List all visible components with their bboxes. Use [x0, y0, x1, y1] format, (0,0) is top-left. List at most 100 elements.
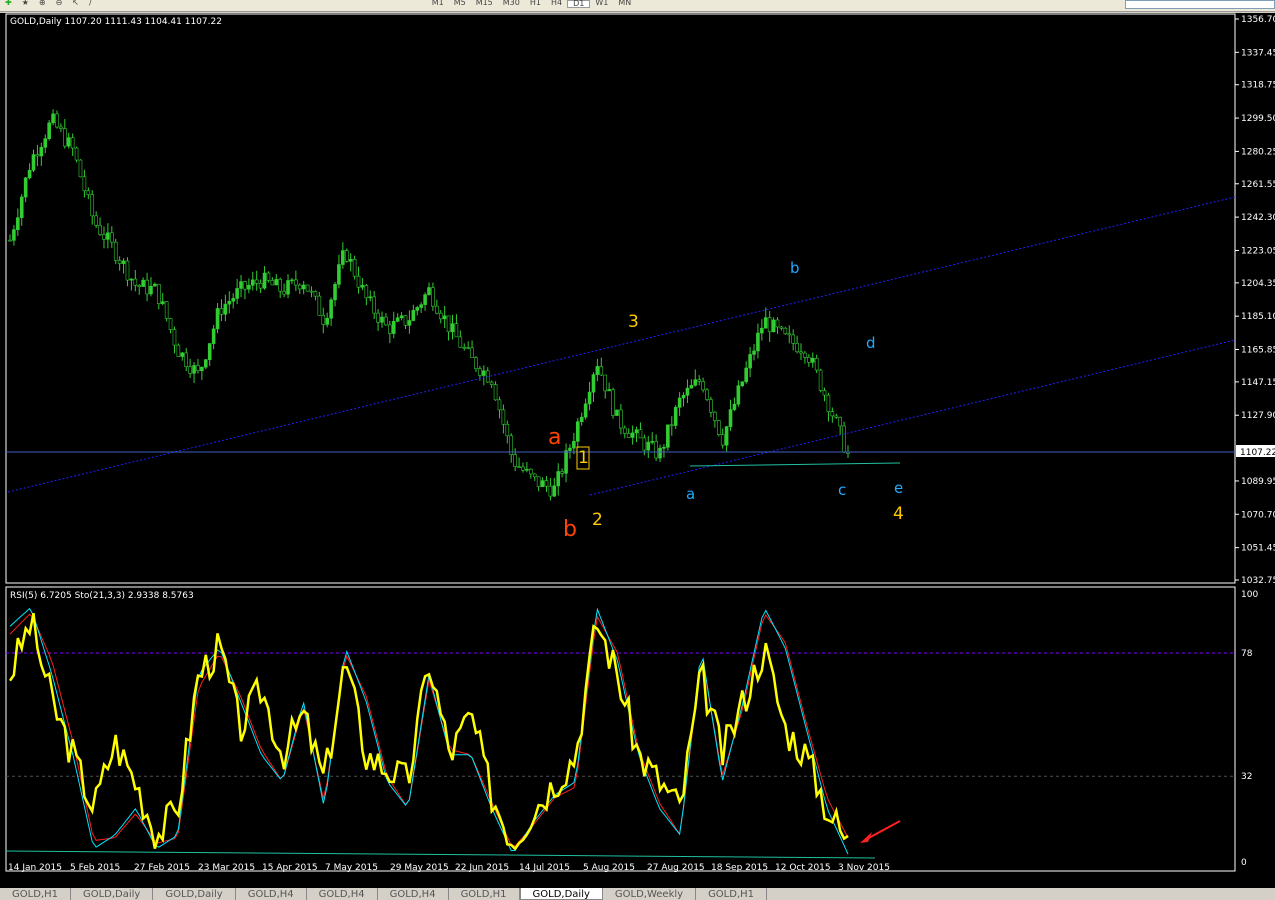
candle-body — [482, 370, 486, 376]
candle-body — [98, 224, 102, 235]
current-price-marker — [1236, 445, 1275, 457]
date-tick-label: 27 Feb 2015 — [134, 863, 190, 873]
candle-body — [184, 352, 189, 367]
candle-body — [662, 447, 666, 449]
date-tick-label: 18 Sep 2015 — [711, 863, 768, 873]
candle-body — [517, 466, 521, 468]
price-tick-label: 1261.55 — [1241, 180, 1275, 190]
chart-window[interactable]: 1356.70 1337.45 1318.75 1299.50 1280.25 1261.… — [0, 13, 1275, 888]
timeframe-m15[interactable]: M15 — [475, 0, 493, 7]
chart-tab[interactable]: GOLD,H4 — [236, 888, 307, 900]
candle-body — [431, 287, 435, 307]
cursor-icon[interactable]: ↖ — [72, 0, 79, 7]
zoom-in-icon[interactable]: ⊕ — [38, 0, 46, 7]
candle-body — [603, 374, 608, 392]
date-tick-label: 12 Oct 2015 — [775, 863, 831, 873]
timeframe-h1[interactable]: H1 — [529, 0, 541, 7]
wave-1-box — [576, 446, 590, 470]
candle-body — [450, 323, 455, 333]
candle-body — [744, 367, 748, 383]
candle-body — [301, 284, 306, 290]
candle-body — [368, 296, 373, 299]
candle-body — [411, 310, 416, 321]
candle-body — [677, 397, 682, 408]
candle-body — [278, 279, 282, 292]
candle-body — [654, 441, 658, 459]
candle-body — [380, 316, 384, 323]
candle-body — [141, 279, 145, 287]
wave-label: 1 — [578, 448, 589, 468]
candle-body — [274, 279, 279, 286]
timeframe-m5[interactable]: M5 — [453, 0, 466, 7]
candle-body — [607, 389, 611, 392]
chart-tab[interactable]: GOLD,Daily — [519, 888, 603, 900]
favorites-icon[interactable]: ★ — [21, 0, 29, 7]
candle-body — [360, 285, 365, 288]
candle-body — [493, 384, 498, 401]
zoom-out-icon[interactable]: ⊖ — [55, 0, 63, 7]
candle-body — [564, 450, 568, 474]
chart-tab[interactable]: GOLD,H1 — [696, 888, 768, 900]
candle-body — [384, 316, 388, 326]
price-tick-label: 1318.75 — [1241, 81, 1275, 91]
candle-body — [630, 432, 635, 438]
candle-body — [8, 239, 12, 242]
candle-body — [572, 441, 576, 449]
timeframe-h4[interactable]: H4 — [550, 0, 563, 7]
price-tick-label: 1089.95 — [1241, 477, 1275, 487]
support-line — [689, 462, 901, 467]
chart-tab[interactable]: GOLD,H4 — [378, 888, 449, 900]
candle-body — [27, 169, 32, 179]
candle-body — [231, 298, 236, 302]
new-order-icon[interactable]: ✚ — [5, 0, 12, 7]
candle-body — [317, 295, 322, 316]
candle-body — [137, 284, 142, 287]
timeframe-m30[interactable]: M30 — [502, 0, 520, 7]
candle-body — [579, 416, 584, 423]
chart-tab[interactable]: GOLD,H4 — [307, 888, 378, 900]
price-tick-label: 1223.05 — [1241, 246, 1275, 256]
chart-tab[interactable]: GOLD,H1 — [449, 888, 520, 900]
candle-body — [591, 374, 596, 393]
candle-body — [568, 447, 572, 451]
candle-body — [521, 466, 525, 471]
candle-body — [372, 296, 376, 314]
chart-tab[interactable]: GOLD,Weekly — [603, 888, 697, 900]
candle-body — [795, 343, 799, 353]
candle-body — [309, 290, 314, 293]
search-input[interactable] — [1125, 0, 1275, 9]
candle-body — [113, 241, 118, 261]
timeframe-w1[interactable]: W1 — [595, 0, 609, 7]
candle-body — [51, 113, 55, 124]
candle-body — [736, 385, 741, 405]
wave-label: 3 — [628, 312, 639, 332]
candle-body — [227, 300, 232, 305]
line-icon[interactable]: / — [88, 0, 92, 7]
date-tick-label: 27 Aug 2015 — [647, 863, 705, 873]
candle-body — [709, 399, 713, 413]
timeframe-d1[interactable]: D1 — [567, 0, 591, 8]
candle-body — [822, 390, 827, 396]
candle-body — [192, 365, 196, 374]
candle-body — [153, 283, 157, 287]
candle-body — [509, 435, 514, 455]
chart-tab[interactable]: GOLD,H1 — [0, 888, 71, 900]
candle-body — [282, 290, 286, 295]
wave-label: b — [790, 259, 800, 277]
timeframe-m1[interactable]: M1 — [431, 0, 444, 7]
candle-body — [63, 128, 67, 147]
candle-body — [740, 381, 745, 387]
price-tick-label: 1185.10 — [1241, 312, 1275, 322]
candle-body — [333, 284, 337, 301]
chart-tab[interactable]: GOLD,Daily — [71, 888, 154, 900]
chart-tab[interactable]: GOLD,Daily — [153, 888, 236, 900]
candle-body — [810, 357, 815, 363]
candle-body — [74, 147, 79, 161]
candle-body — [826, 394, 831, 412]
price-tick-label: 1356.70 — [1241, 15, 1275, 25]
candle-body — [399, 315, 404, 319]
candle-body — [31, 154, 36, 171]
wave-label: c — [838, 481, 847, 499]
candle-body — [47, 122, 51, 139]
timeframe-mn[interactable]: MN — [618, 0, 632, 7]
